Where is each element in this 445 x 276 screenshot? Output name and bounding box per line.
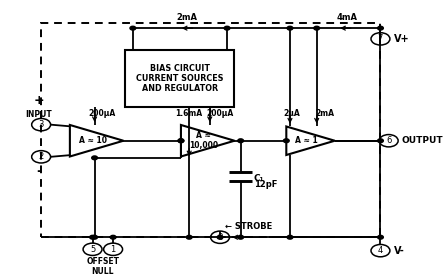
Circle shape [377, 26, 383, 30]
Circle shape [287, 235, 293, 239]
Circle shape [377, 235, 383, 239]
Text: V+: V+ [394, 34, 409, 44]
Circle shape [314, 26, 320, 30]
Text: C₁: C₁ [254, 174, 264, 183]
Circle shape [178, 139, 184, 143]
Text: 2μA: 2μA [283, 108, 300, 118]
Circle shape [377, 139, 383, 143]
Text: +: + [34, 94, 44, 107]
Text: 6: 6 [386, 136, 391, 145]
Circle shape [238, 139, 243, 143]
Text: 1: 1 [110, 245, 116, 254]
Text: 5: 5 [90, 245, 95, 254]
Text: 1.6mA: 1.6mA [176, 108, 203, 118]
Circle shape [186, 235, 192, 239]
Text: NULL: NULL [92, 267, 114, 276]
Circle shape [287, 26, 293, 30]
Circle shape [238, 235, 243, 239]
Text: 3: 3 [38, 120, 44, 129]
Circle shape [89, 235, 95, 239]
Text: A ≈ 10: A ≈ 10 [79, 136, 106, 145]
Bar [41, 23, 380, 237]
Text: A ≈ 1: A ≈ 1 [295, 136, 318, 145]
Text: INPUT: INPUT [26, 110, 53, 119]
Text: A ≈
10,000: A ≈ 10,000 [189, 131, 218, 150]
Text: 200μA: 200μA [206, 108, 234, 118]
Text: -: - [36, 163, 42, 177]
Text: 2mA: 2mA [177, 13, 198, 22]
Text: BIAS CIRCUIT
CURRENT SOURCES
AND REGULATOR: BIAS CIRCUIT CURRENT SOURCES AND REGULAT… [136, 63, 224, 93]
Bar [125, 50, 235, 107]
Text: ← STROBE: ← STROBE [225, 222, 272, 231]
Text: 7: 7 [378, 34, 383, 43]
Circle shape [178, 139, 184, 143]
Text: OFFSET: OFFSET [86, 257, 119, 266]
Text: 12pF: 12pF [254, 181, 277, 189]
Circle shape [224, 26, 230, 30]
Text: 2mA: 2mA [316, 108, 335, 118]
Text: 200μA: 200μA [89, 108, 116, 118]
Circle shape [217, 235, 223, 239]
Circle shape [92, 156, 97, 160]
Text: OUTPUT: OUTPUT [402, 136, 444, 145]
Circle shape [130, 26, 136, 30]
Text: 8: 8 [217, 233, 223, 242]
Circle shape [92, 235, 97, 239]
Circle shape [283, 139, 289, 143]
Text: 4mA: 4mA [337, 13, 358, 22]
Text: V-: V- [394, 246, 405, 256]
Text: 4: 4 [378, 246, 383, 255]
Text: 2: 2 [39, 152, 44, 161]
Circle shape [110, 235, 116, 239]
